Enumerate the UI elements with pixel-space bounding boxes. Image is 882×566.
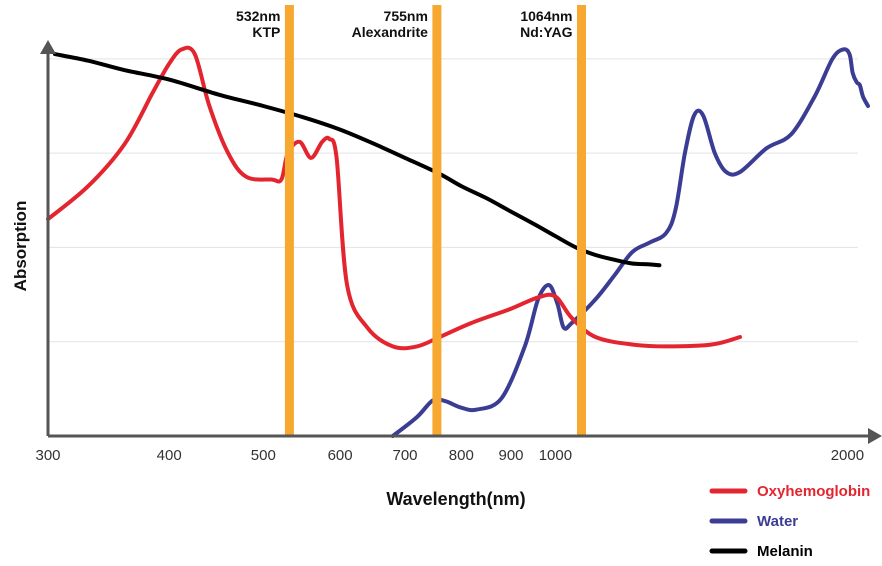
x-tick-label: 900 xyxy=(498,447,523,464)
series-line-oxyhemoglobin xyxy=(46,45,742,351)
x-axis-label: Wavelength(nm) xyxy=(386,489,525,509)
x-tick-label: 1000 xyxy=(539,447,572,464)
axes xyxy=(40,40,882,444)
laser-label-wavelength: 532nm xyxy=(236,8,280,24)
x-tick-label: 700 xyxy=(392,447,417,464)
series-line-water xyxy=(390,47,870,438)
x-tick-label: 500 xyxy=(251,447,276,464)
x-tick-label: 600 xyxy=(328,447,353,464)
laser-label-name: KTP xyxy=(252,24,280,40)
x-tick-label: 2000 xyxy=(831,447,864,464)
x-tick-label: 300 xyxy=(35,447,60,464)
x-tick-label: 800 xyxy=(449,447,474,464)
gridlines xyxy=(48,58,858,343)
x-tick-label: 400 xyxy=(157,447,182,464)
legend-label-oxyhemoglobin: Oxyhemoglobin xyxy=(757,483,870,500)
series-line-melanin xyxy=(53,52,662,268)
laser-label-wavelength: 1064nm xyxy=(520,8,572,24)
legend-label-melanin: Melanin xyxy=(757,543,813,560)
y-axis-label: Absorption xyxy=(11,201,30,292)
y-axis-arrow-icon xyxy=(40,40,56,54)
laser-line-ktp xyxy=(284,5,294,436)
laser-label-wavelength: 755nm xyxy=(384,8,428,24)
x-tick-labels: 300 400 500 600 700 800 900 1000 2000 xyxy=(35,447,864,464)
laser-line-nd-yag xyxy=(577,5,586,436)
series-layer xyxy=(46,45,870,438)
x-axis-arrow-icon xyxy=(868,428,882,444)
legend-label-water: Water xyxy=(757,513,798,530)
laser-label-name: Alexandrite xyxy=(352,24,428,40)
legend: Oxyhemoglobin Water Melanin xyxy=(709,483,870,560)
laser-label-name: Nd:YAG xyxy=(520,24,572,40)
laser-line-alexandrite xyxy=(432,5,442,436)
